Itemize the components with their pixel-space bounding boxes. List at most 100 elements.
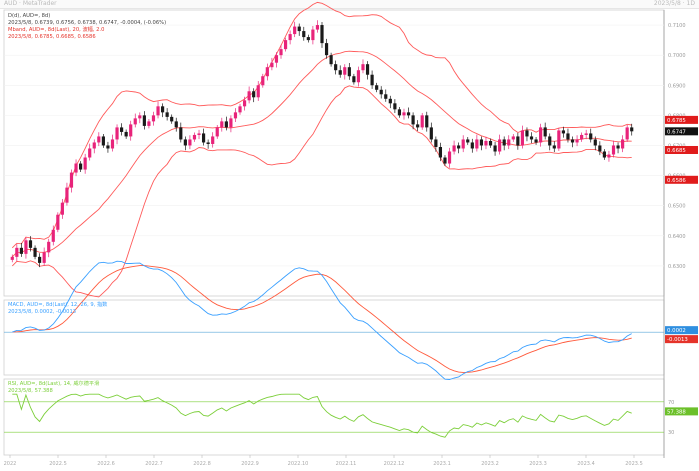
candle (375, 82, 379, 93)
candle-body (315, 25, 320, 30)
middle-band-badge: 0.6685 (667, 148, 686, 154)
candle-body (101, 136, 105, 146)
candle (15, 244, 19, 262)
candle (110, 134, 115, 152)
candle (215, 125, 219, 139)
rsi-value-badge: 57.388 (667, 409, 686, 415)
candle (365, 61, 370, 80)
candle-body (502, 139, 506, 146)
candle-body (548, 136, 552, 146)
candle (279, 44, 283, 59)
signal-value-badge-bg (665, 335, 698, 344)
candle (447, 147, 452, 168)
candle (238, 103, 242, 115)
window-title-left: AUD · MetaTrader (4, 0, 57, 7)
rsi-legend-line1: RSI, AUD=, 8d(Last), 14, 威尔德平滑 (8, 379, 99, 387)
candle (320, 22, 324, 48)
candle (283, 37, 288, 52)
candle-body (470, 142, 474, 149)
candle-body (224, 121, 228, 128)
candle-body (461, 139, 465, 149)
candle (147, 118, 151, 129)
candle (115, 124, 119, 145)
candle (384, 89, 388, 102)
candle (406, 107, 411, 119)
candle (79, 161, 83, 172)
candle (434, 136, 438, 152)
candle (265, 63, 269, 81)
macd-legend-line1: MACD, AUD=, 8d(Last), 12, 26, 9, 指数 (8, 300, 108, 308)
candle-body (616, 145, 620, 149)
candle-body (147, 121, 151, 126)
rsi-plot (4, 393, 664, 438)
candle-body (429, 127, 433, 140)
candle (138, 112, 142, 124)
candle (438, 142, 443, 162)
candle-body (411, 115, 415, 125)
candle-body (28, 240, 33, 248)
candle (557, 128, 561, 151)
candle-body (570, 139, 575, 143)
candle (288, 30, 292, 45)
candle-body (97, 136, 101, 143)
candle (621, 135, 625, 153)
candle-body (138, 115, 142, 119)
candle-body (580, 134, 584, 140)
candle-body (379, 89, 383, 95)
candle (101, 134, 105, 148)
candle (252, 88, 256, 103)
candle-body (115, 127, 119, 140)
candle (42, 247, 46, 266)
x-axis-tick-label: 2022.7 (145, 461, 163, 467)
candle-body (416, 124, 420, 128)
candle-body (252, 91, 256, 98)
price-axis-tick-label: 0.6500 (668, 204, 686, 210)
price-legend-line1: D(d), AUD=, 8d) (8, 13, 50, 19)
candle-body (529, 136, 534, 140)
candle-body (229, 118, 233, 128)
candle (38, 253, 42, 268)
candle (306, 34, 310, 43)
candle-body (347, 67, 351, 77)
candle (561, 126, 565, 138)
candle-body (479, 139, 484, 146)
candle-body (88, 148, 92, 158)
candle (397, 106, 402, 118)
candle (552, 141, 556, 153)
candle-body (133, 118, 137, 125)
candle (324, 38, 329, 59)
candle-body (356, 70, 361, 83)
candle-body (611, 145, 616, 155)
candle (347, 62, 351, 80)
candle (201, 128, 206, 146)
rsi-level-low-label: 30 (668, 430, 674, 436)
candle-body (630, 127, 634, 132)
candle (65, 182, 69, 206)
last-price-badge: 0.6747 (667, 129, 686, 135)
candle (60, 199, 64, 219)
candle (593, 136, 597, 151)
candle-body (338, 70, 342, 75)
upper-band-badge-bg (665, 115, 698, 124)
candle-body (38, 256, 42, 263)
candle (69, 169, 74, 193)
signal-value-badge: -0.0013 (667, 337, 688, 343)
candle-body (56, 214, 60, 230)
x-axis-tick-label: 2023.2 (481, 461, 499, 467)
candle (183, 136, 187, 151)
candle (343, 64, 347, 80)
candle-body (119, 127, 124, 132)
candle (10, 254, 14, 263)
x-axis-tick-label: 2022.11 (336, 461, 357, 467)
price-legend-line4: 2023/5/8, 0.6785, 0.6685, 0.6586 (8, 34, 96, 40)
x-axis-tick-label: 2023.5 (625, 461, 643, 467)
candle (416, 120, 420, 132)
candle (539, 123, 543, 147)
candle (129, 120, 133, 141)
candle-body (293, 26, 297, 35)
candle-body (211, 136, 215, 144)
candle (274, 52, 279, 68)
candle (402, 108, 406, 120)
candle (352, 73, 356, 85)
